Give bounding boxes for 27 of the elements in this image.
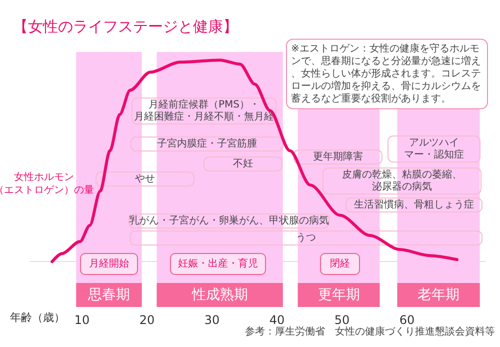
annotation: 不妊 [233,158,253,170]
chart-title: 【女性のライフステージと健康】 [13,18,238,36]
annotation: 月経開始 [89,258,129,270]
x-tick-label: 10 [74,313,90,327]
x-tick-label: 40 [269,313,285,327]
annotation: うつ [296,232,316,244]
annotation: 更年期障害 [313,150,363,162]
band-label: 思春期 [86,287,130,303]
annotation: 生活習慣病、骨粗しょう症 [354,198,474,210]
annotation: ※エストロゲン：女性の健康を守るホルモンで、思春期になると分泌量が急速に増え、女性らしい体が形成されます。コレステロールの増加を抑える、骨にカルシウムを蓄えるなど重要な役割があります。 [291,42,481,104]
x-axis-title: 年齢（歳） [10,311,65,324]
series-label: 女性ホルモン（エストロゲン）の量 [0,171,94,196]
annotation: やせ [135,174,155,184]
x-tick-label: 30 [204,313,220,327]
annotation: 皮膚の乾燥、粘膜の萎縮、泌尿器の病気 [342,168,462,192]
annotation: 乳がん・子宮がん・卵巣がん、甲状腺の病気 [129,214,329,226]
band-label: 老年期 [418,287,460,303]
band-label: 更年期 [318,287,360,303]
annotation: アルツハイマー・認知症 [404,138,464,160]
x-tick-label: 20 [139,313,155,327]
x-tick-label: 60 [399,313,415,327]
x-tick-label: 50 [334,313,350,327]
annotation: 子宮内膜症・子宮筋腫 [157,138,257,150]
annotation: 閉経 [330,258,350,270]
text: 参考：厚生労働省 女性の健康づくり推進懇談会資料等 [245,326,495,338]
annotation: 妊娠・出産・育児 [178,258,258,270]
band-label: 性成熟期 [190,287,248,303]
